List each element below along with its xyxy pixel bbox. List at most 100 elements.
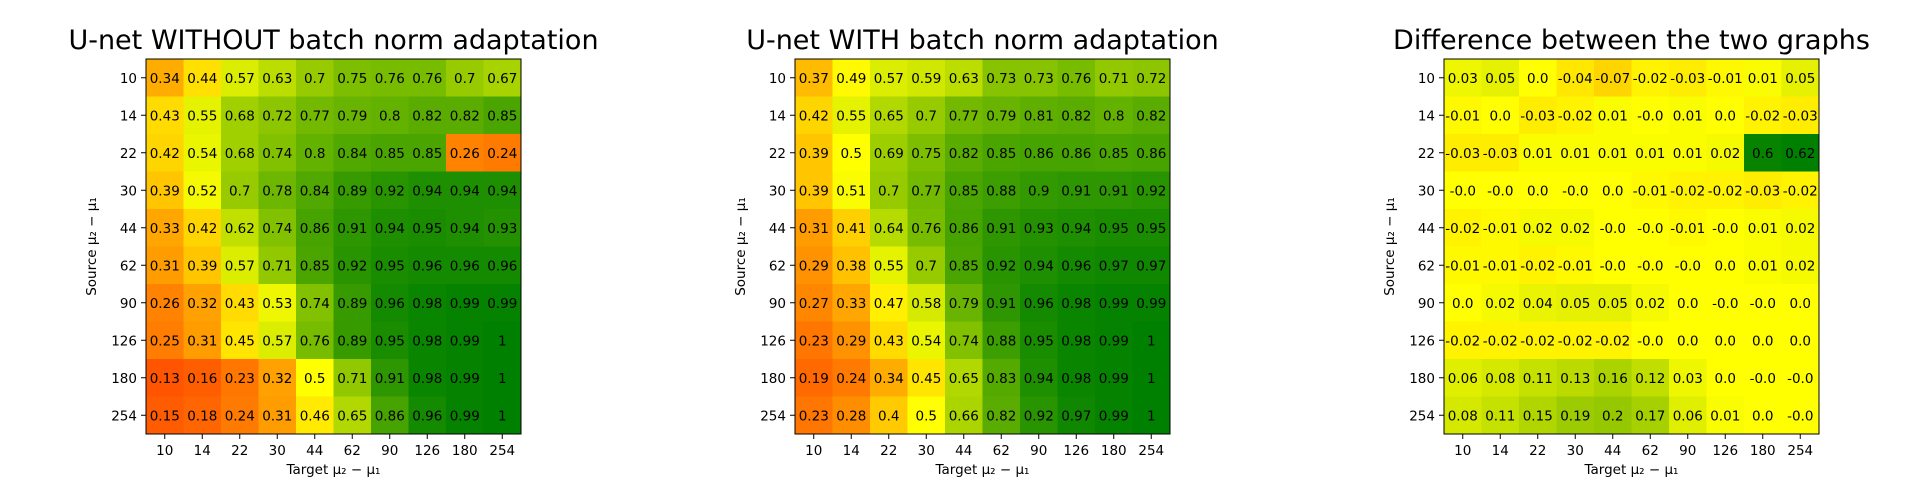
heatmap-cell (446, 359, 484, 397)
heatmap-cell (907, 209, 946, 247)
heatmap-cell (1057, 59, 1096, 97)
x-tick-label: 30 (1567, 443, 1584, 459)
heatmap-cell (1057, 96, 1096, 135)
x-axis-label: Target μ₂ − μ₁ (935, 462, 1030, 478)
cell-value-label: 0.62 (1785, 146, 1815, 162)
heatmap-cell (1020, 246, 1058, 285)
x-axis-label: Target μ₂ − μ₁ (1584, 462, 1679, 478)
cell-value-label: 0.02 (1785, 258, 1815, 274)
cell-value-label: 0.71 (337, 371, 367, 387)
cell-value-label: 0.06 (1448, 371, 1478, 387)
cell-value-label: 0.05 (1485, 71, 1515, 87)
cell-value-label: 0.86 (300, 221, 330, 237)
chart-title: U-net WITH batch norm adaptation (746, 25, 1219, 56)
y-tick-label: 62 (1418, 258, 1435, 274)
heatmap-cell (371, 96, 409, 135)
y-tick-label: 22 (769, 146, 786, 162)
cell-value-label: 0.34 (874, 371, 904, 387)
heatmap-cell (1095, 96, 1133, 135)
cell-value-label: 0.44 (187, 71, 217, 87)
cell-value-label: 0.74 (949, 333, 979, 349)
cell-value-label: 0.19 (799, 371, 829, 387)
heatmap-cell (1519, 359, 1557, 397)
cell-value-label: 0.96 (450, 258, 480, 274)
heatmap-cell (1519, 96, 1557, 135)
cell-value-label: -0.02 (1558, 108, 1593, 124)
cell-value-label: -0.0 (1787, 408, 1813, 424)
heatmap-cell (1781, 359, 1820, 397)
heatmap-cell (258, 396, 297, 435)
cell-value-label: 0.28 (836, 408, 866, 424)
cell-value-label: 0.91 (986, 296, 1016, 312)
cell-value-label: 1 (498, 371, 507, 387)
heatmap-cell (183, 246, 222, 285)
heatmap-cell (1444, 134, 1482, 172)
cell-value-label: 0.98 (1061, 296, 1091, 312)
heatmap-cell (1132, 359, 1171, 397)
heatmap-cell (221, 59, 259, 97)
cell-value-label: 0.99 (487, 296, 517, 312)
cell-value-label: 0.76 (412, 71, 442, 87)
heatmap-cell (296, 246, 334, 285)
heatmap-cell (982, 59, 1021, 97)
cell-value-label: 0.0 (1715, 258, 1736, 274)
heatmap-cell (221, 171, 259, 210)
x-tick-label: 44 (1604, 443, 1621, 459)
cell-value-label: 0.16 (187, 371, 217, 387)
cell-value-label: 0.73 (986, 71, 1016, 87)
x-tick-label: 254 (1787, 443, 1813, 459)
heatmap-cell (795, 359, 833, 397)
y-tick-label: 14 (120, 108, 137, 124)
heatmap-cell (1706, 284, 1745, 322)
x-tick-label: 22 (1529, 443, 1546, 459)
cell-value-label: 0.31 (150, 258, 180, 274)
cell-value-label: 0.05 (1785, 71, 1815, 87)
cell-value-label: 0.8 (379, 108, 400, 124)
cell-value-label: -0.01 (1708, 71, 1743, 87)
cell-value-label: 0.75 (337, 71, 367, 87)
x-tick-label: 30 (269, 443, 286, 459)
heatmap-cell (870, 171, 908, 210)
cell-value-label: 0.82 (450, 108, 480, 124)
cell-value-label: -0.02 (1445, 333, 1480, 349)
x-tick-label: 22 (231, 443, 248, 459)
heatmap-cell (333, 396, 372, 435)
heatmap-cell (408, 396, 447, 435)
cell-value-label: -0.07 (1595, 71, 1630, 87)
y-tick-label: 180 (111, 371, 137, 387)
cell-value-label: 0.0 (1790, 296, 1811, 312)
x-tick-label: 180 (1101, 443, 1127, 459)
cell-value-label: 0.63 (949, 71, 979, 87)
chart-title: Difference between the two graphs (1393, 25, 1870, 56)
heatmap-cell (408, 284, 447, 322)
cell-value-label: 0.01 (1523, 146, 1553, 162)
heatmap-cell (221, 284, 259, 322)
cell-value-label: -0.03 (1670, 71, 1705, 87)
heatmap-cell (945, 359, 983, 397)
cell-value-label: 0.39 (799, 146, 829, 162)
heatmap-cell (982, 284, 1021, 322)
heatmap-cell (1444, 321, 1482, 360)
heatmap-cell (1706, 359, 1745, 397)
heatmap-cell (1095, 396, 1133, 435)
heatmap-cell (1631, 321, 1670, 360)
cell-value-label: 0.98 (1061, 333, 1091, 349)
heatmap-cell (1781, 246, 1820, 285)
heatmap-cell (446, 246, 484, 285)
heatmap-cell (183, 171, 222, 210)
heatmap-cell (221, 246, 259, 285)
cell-value-label: 0.13 (150, 371, 180, 387)
cell-value-label: 0.0 (1677, 333, 1698, 349)
cell-value-label: 0.84 (337, 146, 367, 162)
heatmap-cell (1132, 396, 1171, 435)
heatmap-cell (296, 59, 334, 97)
heatmap-cell (296, 284, 334, 322)
heatmap-cell (1444, 171, 1482, 210)
y-tick-label: 126 (111, 333, 137, 349)
heatmap-cell (1095, 284, 1133, 322)
heatmap-cell (333, 134, 372, 172)
cell-value-label: 0.02 (1635, 296, 1665, 312)
heatmap-cell (1481, 171, 1520, 210)
y-tick-label: 126 (1409, 333, 1435, 349)
cell-value-label: 0.32 (187, 296, 217, 312)
